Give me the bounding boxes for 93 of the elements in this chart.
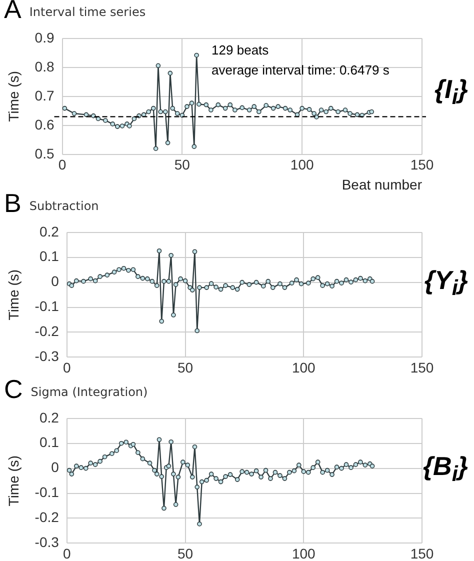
point — [276, 104, 281, 109]
point — [318, 108, 324, 112]
y-tick-label: 0.2 — [39, 223, 60, 240]
point — [264, 102, 269, 108]
x-tick-label: 50 — [177, 545, 194, 561]
text: {I$_{i}$} — [434, 74, 468, 110]
y-tick-label: -0.1 — [34, 298, 60, 314]
point — [240, 105, 245, 110]
y-tick-label: 0.2 — [39, 409, 60, 426]
point — [153, 146, 158, 151]
point — [306, 107, 312, 112]
chart-title: Subtraction — [29, 199, 99, 215]
text: {B$_{i}$} — [422, 451, 468, 488]
point — [132, 116, 137, 122]
x-axis-title: Beat number — [342, 176, 422, 192]
text: B — [4, 188, 22, 218]
y-axis-title: Time (s) — [5, 455, 22, 506]
point — [208, 108, 214, 112]
y-axis-title: Time (s) — [5, 70, 22, 122]
point — [146, 109, 151, 114]
y-tick-label: 0.5 — [34, 145, 54, 162]
point — [127, 124, 132, 128]
point — [312, 111, 316, 116]
point — [354, 112, 360, 118]
point — [110, 122, 116, 126]
point — [120, 124, 125, 128]
point — [162, 109, 168, 114]
x-tick-label: 50 — [174, 156, 190, 173]
annotation: 129 beats — [212, 42, 270, 58]
x-tick-label: 0 — [63, 359, 72, 376]
point — [204, 102, 209, 108]
point — [282, 106, 288, 111]
text: C — [4, 374, 23, 404]
point — [300, 106, 304, 111]
point — [252, 104, 257, 109]
y-tick-label: 0 — [51, 459, 60, 476]
point — [348, 111, 352, 116]
point — [192, 144, 197, 149]
point — [170, 106, 175, 111]
text: A — [4, 0, 22, 24]
y-tick-label: -0.2 — [34, 323, 60, 340]
point — [256, 109, 262, 114]
point — [228, 102, 233, 108]
chart-title: Interval time series — [29, 5, 146, 21]
point — [246, 108, 252, 112]
y-tick-label: 0.8 — [34, 58, 54, 74]
point — [165, 140, 170, 146]
point — [222, 106, 228, 111]
point — [189, 100, 194, 106]
point — [288, 108, 292, 112]
point — [150, 106, 156, 111]
point — [369, 109, 374, 114]
y-tick-label: -0.1 — [34, 484, 60, 500]
point — [216, 102, 221, 108]
point — [84, 112, 89, 118]
y-tick-label: -0.3 — [34, 348, 60, 364]
y-tick-label: 0.9 — [34, 29, 54, 46]
y-tick-label: -0.2 — [34, 509, 60, 526]
point — [328, 106, 334, 111]
point — [62, 106, 68, 111]
y-tick-label: 0.1 — [39, 248, 60, 264]
point — [196, 102, 202, 107]
y-tick-label: 0.1 — [39, 434, 60, 450]
x-tick-label: 50 — [177, 359, 194, 376]
point — [158, 109, 163, 114]
y-axis-title: Time (s) — [5, 269, 22, 320]
point — [103, 118, 108, 123]
x-tick-label: 100 — [290, 156, 314, 173]
x-tick-label: 150 — [410, 545, 434, 561]
x-tick-label: 100 — [292, 359, 316, 376]
point — [270, 106, 276, 111]
y-tick-label: -0.3 — [34, 534, 60, 550]
x-tick-label: 100 — [292, 545, 316, 561]
y-tick-label: 0.6 — [34, 116, 54, 132]
point — [232, 108, 238, 112]
point — [174, 111, 180, 116]
chart-title: Sigma (Integration) — [30, 385, 148, 401]
point — [168, 70, 173, 76]
point — [156, 63, 161, 68]
point — [115, 124, 120, 129]
point — [336, 109, 340, 114]
y-tick-label: 0 — [51, 273, 60, 290]
x-tick-label: 0 — [63, 545, 72, 561]
x-tick-label: 150 — [410, 156, 434, 173]
y-tick-label: 0.7 — [34, 87, 54, 104]
point — [72, 111, 77, 116]
point — [342, 108, 348, 112]
point — [184, 104, 190, 109]
point — [194, 52, 199, 58]
point — [324, 109, 328, 114]
text: {Y$_{i}$} — [424, 265, 468, 302]
x-tick-label: 150 — [410, 359, 434, 376]
annotation: average interval time: 0.6479 s — [212, 62, 390, 78]
